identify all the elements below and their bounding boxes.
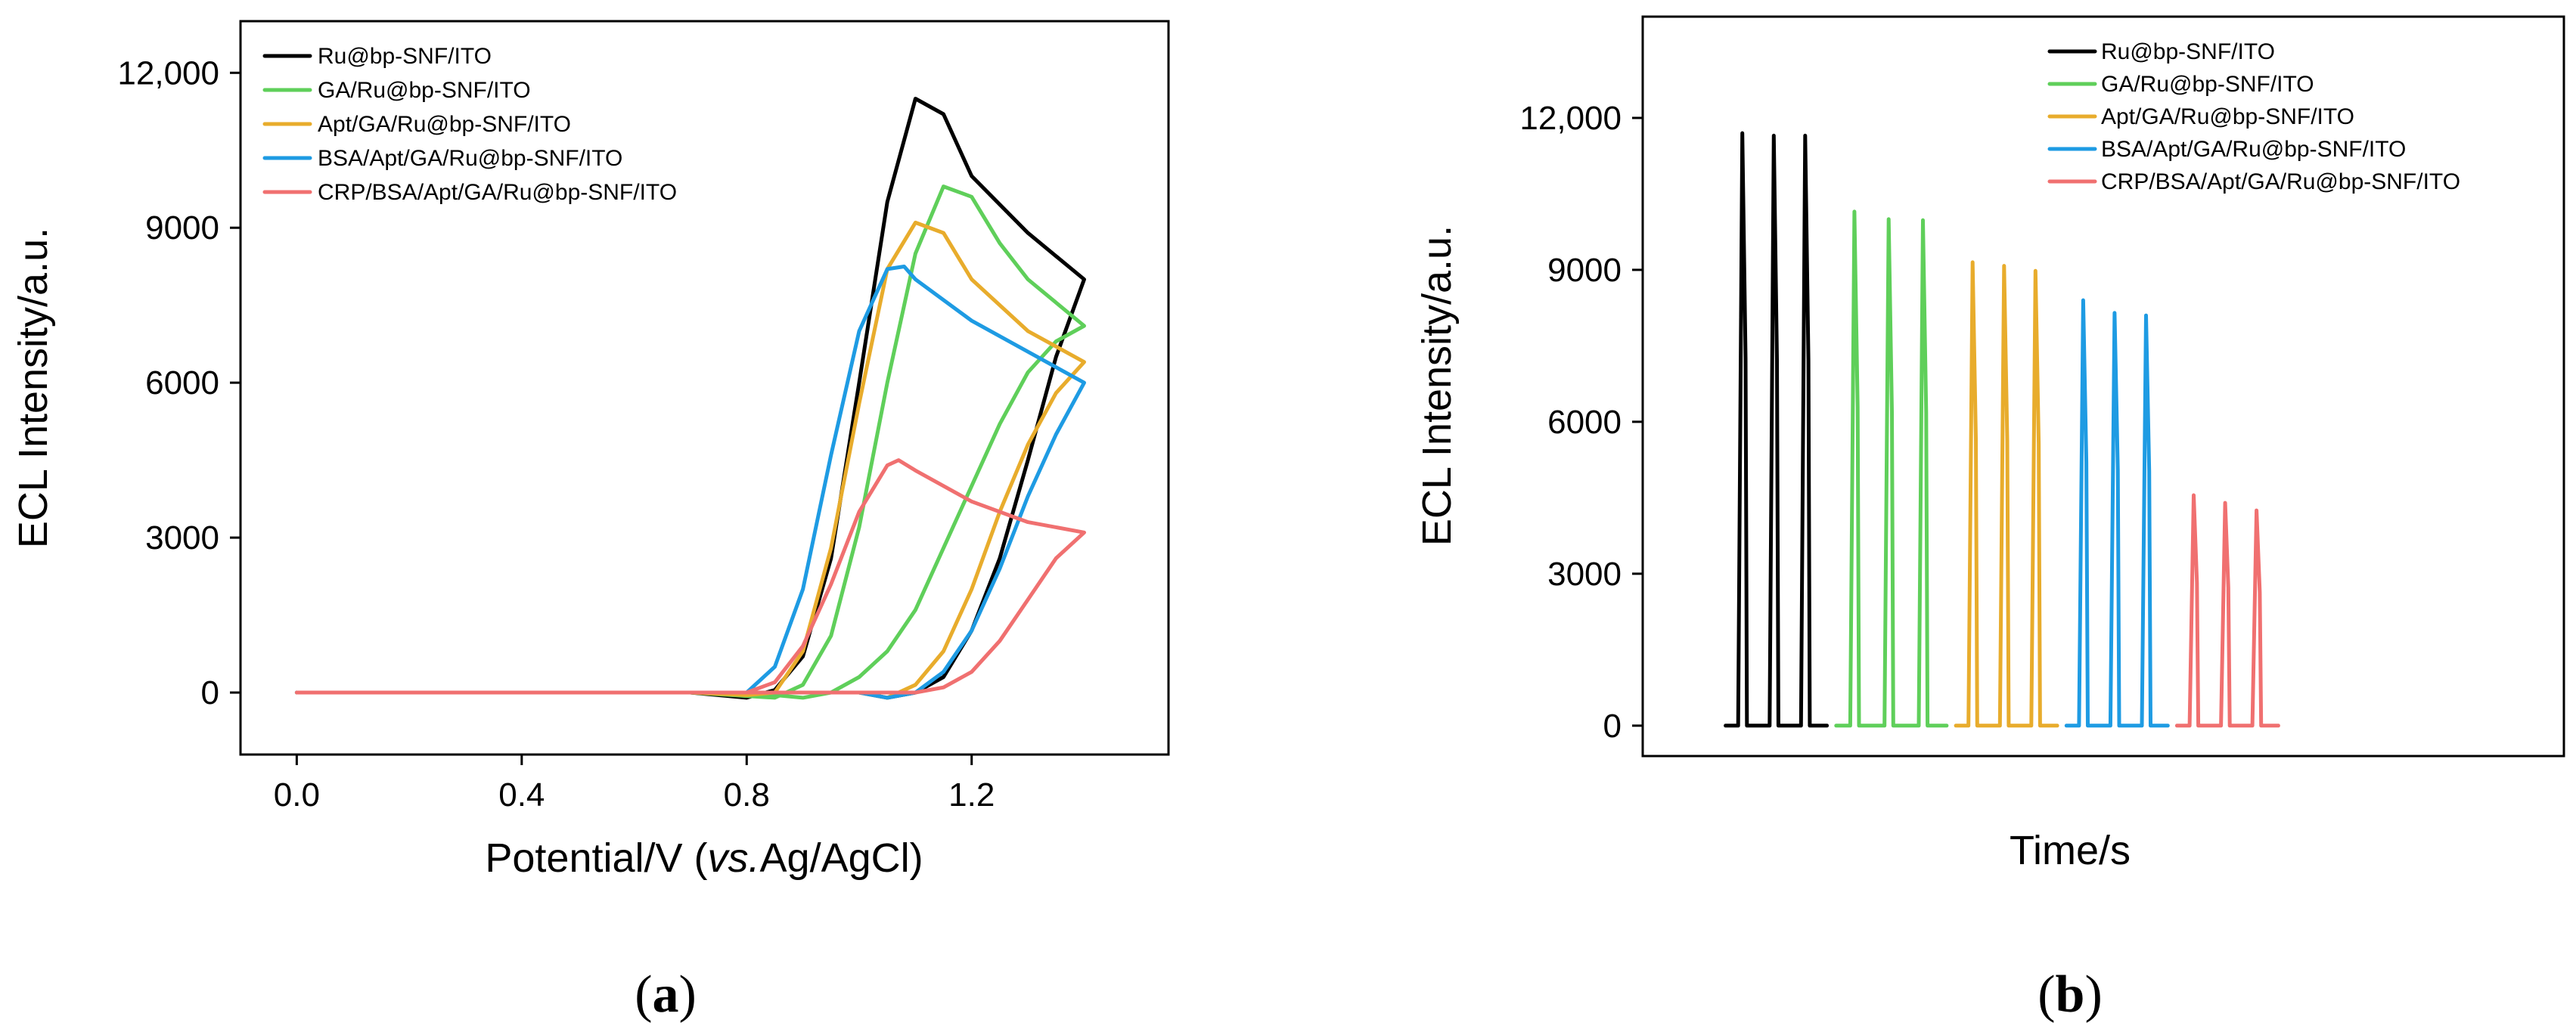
y-tick-label: 12,000 [117, 54, 219, 91]
y-tick-label: 0 [1603, 708, 1622, 745]
y-tick-label: 3000 [1547, 556, 1622, 593]
x-title-prefix: Potential/V ( [485, 835, 707, 881]
trace-ru-bp-snf-ito [1724, 131, 1830, 728]
panel-a-y-ticks: 0 3000 6000 9000 12,000 [117, 54, 241, 711]
panel-a-plot-frame [239, 20, 1170, 756]
panel-b-x-axis-title: Time/s [2010, 828, 2131, 873]
panel-a-x-axis-title: Potential/V (vs.Ag/AgCl) [485, 835, 923, 881]
legend-label-ru: Ru@bp-SNF/ITO [2101, 39, 2275, 64]
y-tick-label: 12,000 [1519, 100, 1622, 137]
y-tick-label: 9000 [1547, 252, 1622, 289]
panel-b-y-ticks: 0 3000 6000 9000 12,000 [1519, 100, 1643, 745]
panel-a-label: (a) [635, 965, 697, 1024]
x-tick-label: 0.0 [274, 776, 320, 814]
panel-b-plot-frame [1641, 15, 2565, 758]
legend-label-crp: CRP/BSA/Apt/GA/Ru@bp-SNF/ITO [318, 180, 677, 205]
trace-bsa-apt-ga-ru-bp-snf-ito [2064, 298, 2170, 728]
x-tick-label: 0.4 [498, 776, 545, 814]
legend-label-crp: CRP/BSA/Apt/GA/Ru@bp-SNF/ITO [2101, 169, 2460, 194]
panel-a-y-axis-title: ECL Intensity/a.u. [11, 228, 56, 548]
panel-b-label: (b) [2038, 965, 2103, 1024]
y-tick-label: 9000 [145, 209, 219, 246]
legend-label-ga: GA/Ru@bp-SNF/ITO [2101, 72, 2314, 97]
panel-a-x-ticks: 0.0 0.4 0.8 1.2 [274, 755, 995, 814]
y-tick-label: 6000 [1547, 404, 1622, 441]
panel-a-curves [294, 97, 1086, 700]
trace-crp-bsa-apt-ga-ru-bp-snf-ito [2174, 493, 2280, 728]
panel-a-cv-ecl-chart: 0.0 0.4 0.8 1.2 0 3000 6000 9000 12,000 Ru@bp-S… [11, 20, 1170, 1024]
y-tick-label: 0 [201, 674, 219, 711]
legend-label-apt: Apt/GA/Ru@bp-SNF/ITO [2101, 104, 2354, 129]
panel-b-time-ecl-chart: 0 3000 6000 9000 12,000 Ru@bp-SNF/ITO GA/Ru@… [1414, 15, 2565, 1024]
panel-b-legend: Ru@bp-SNF/ITO GA/Ru@bp-SNF/ITO Apt/GA/Ru… [2047, 39, 2460, 194]
panel-b-letter: b [2056, 965, 2085, 1024]
x-tick-label: 1.2 [948, 776, 995, 814]
x-title-suffix: Ag/AgCl) [760, 835, 923, 881]
legend-label-bsa: BSA/Apt/GA/Ru@bp-SNF/ITO [2101, 137, 2406, 162]
panel-a-letter: a [653, 965, 679, 1024]
trace-apt-ga-ru-bp-snf-ito [1954, 260, 2059, 728]
legend-label-ga: GA/Ru@bp-SNF/ITO [318, 78, 531, 103]
legend-label-apt: Apt/GA/Ru@bp-SNF/ITO [318, 112, 571, 137]
legend-label-bsa: BSA/Apt/GA/Ru@bp-SNF/ITO [318, 146, 622, 171]
panel-b-y-axis-title: ECL Intensity/a.u. [1414, 225, 1460, 546]
curve-apt-ga-ru-bp-snf-ito [294, 220, 1086, 700]
y-tick-label: 6000 [145, 364, 219, 401]
x-title-italic: vs. [708, 835, 760, 881]
trace-ga-ru-bp-snf-ito [1834, 209, 1949, 728]
panel-a-legend: Ru@bp-SNF/ITO GA/Ru@bp-SNF/ITO Apt/GA/Ru… [262, 44, 677, 205]
legend-label-ru: Ru@bp-SNF/ITO [318, 44, 492, 69]
y-tick-label: 3000 [145, 519, 219, 556]
curve-crp-bsa-apt-ga-ru-bp-snf-ito [294, 458, 1086, 695]
x-tick-label: 0.8 [724, 776, 770, 814]
curve-ga-ru-bp-snf-ito [294, 184, 1086, 700]
curve-bsa-apt-ga-ru-bp-snf-ito [294, 265, 1086, 700]
panel-b-curves [1724, 131, 2280, 728]
